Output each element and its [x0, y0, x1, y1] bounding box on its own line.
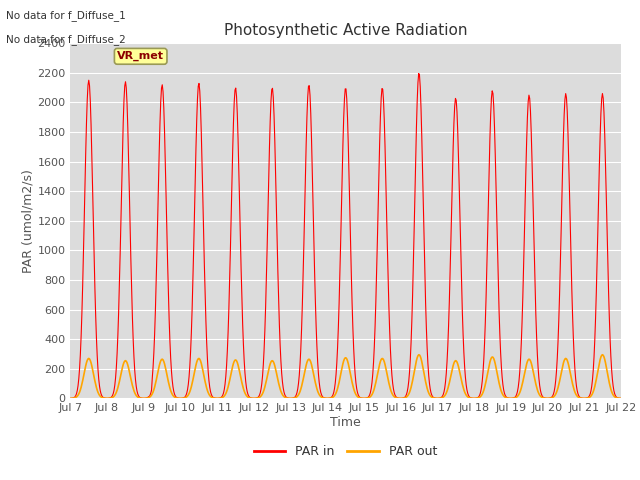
PAR out: [617, 396, 625, 401]
PAR out: [598, 352, 606, 358]
Text: VR_met: VR_met: [117, 51, 164, 61]
X-axis label: Time: Time: [330, 416, 361, 429]
PAR out: [413, 358, 420, 363]
Legend: PAR in, PAR out: PAR in, PAR out: [249, 440, 442, 463]
Title: Photosynthetic Active Radiation: Photosynthetic Active Radiation: [224, 23, 467, 38]
Text: No data for f_Diffuse_2: No data for f_Diffuse_2: [6, 34, 126, 45]
PAR out: [67, 396, 74, 401]
PAR out: [429, 395, 436, 400]
PAR out: [189, 377, 196, 383]
Text: No data for f_Diffuse_1: No data for f_Diffuse_1: [6, 10, 126, 21]
PAR in: [415, 71, 422, 76]
Y-axis label: PAR (umol/m2/s): PAR (umol/m2/s): [22, 169, 35, 273]
PAR in: [77, 351, 84, 357]
Line: PAR in: PAR in: [70, 73, 621, 398]
Line: PAR out: PAR out: [70, 355, 621, 398]
PAR out: [218, 395, 226, 401]
PAR in: [67, 396, 74, 401]
PAR in: [189, 279, 196, 285]
PAR in: [218, 394, 226, 399]
PAR in: [413, 125, 420, 131]
PAR out: [133, 394, 141, 399]
PAR in: [429, 395, 437, 400]
PAR in: [133, 388, 141, 394]
PAR in: [617, 396, 625, 401]
PAR out: [77, 387, 84, 393]
